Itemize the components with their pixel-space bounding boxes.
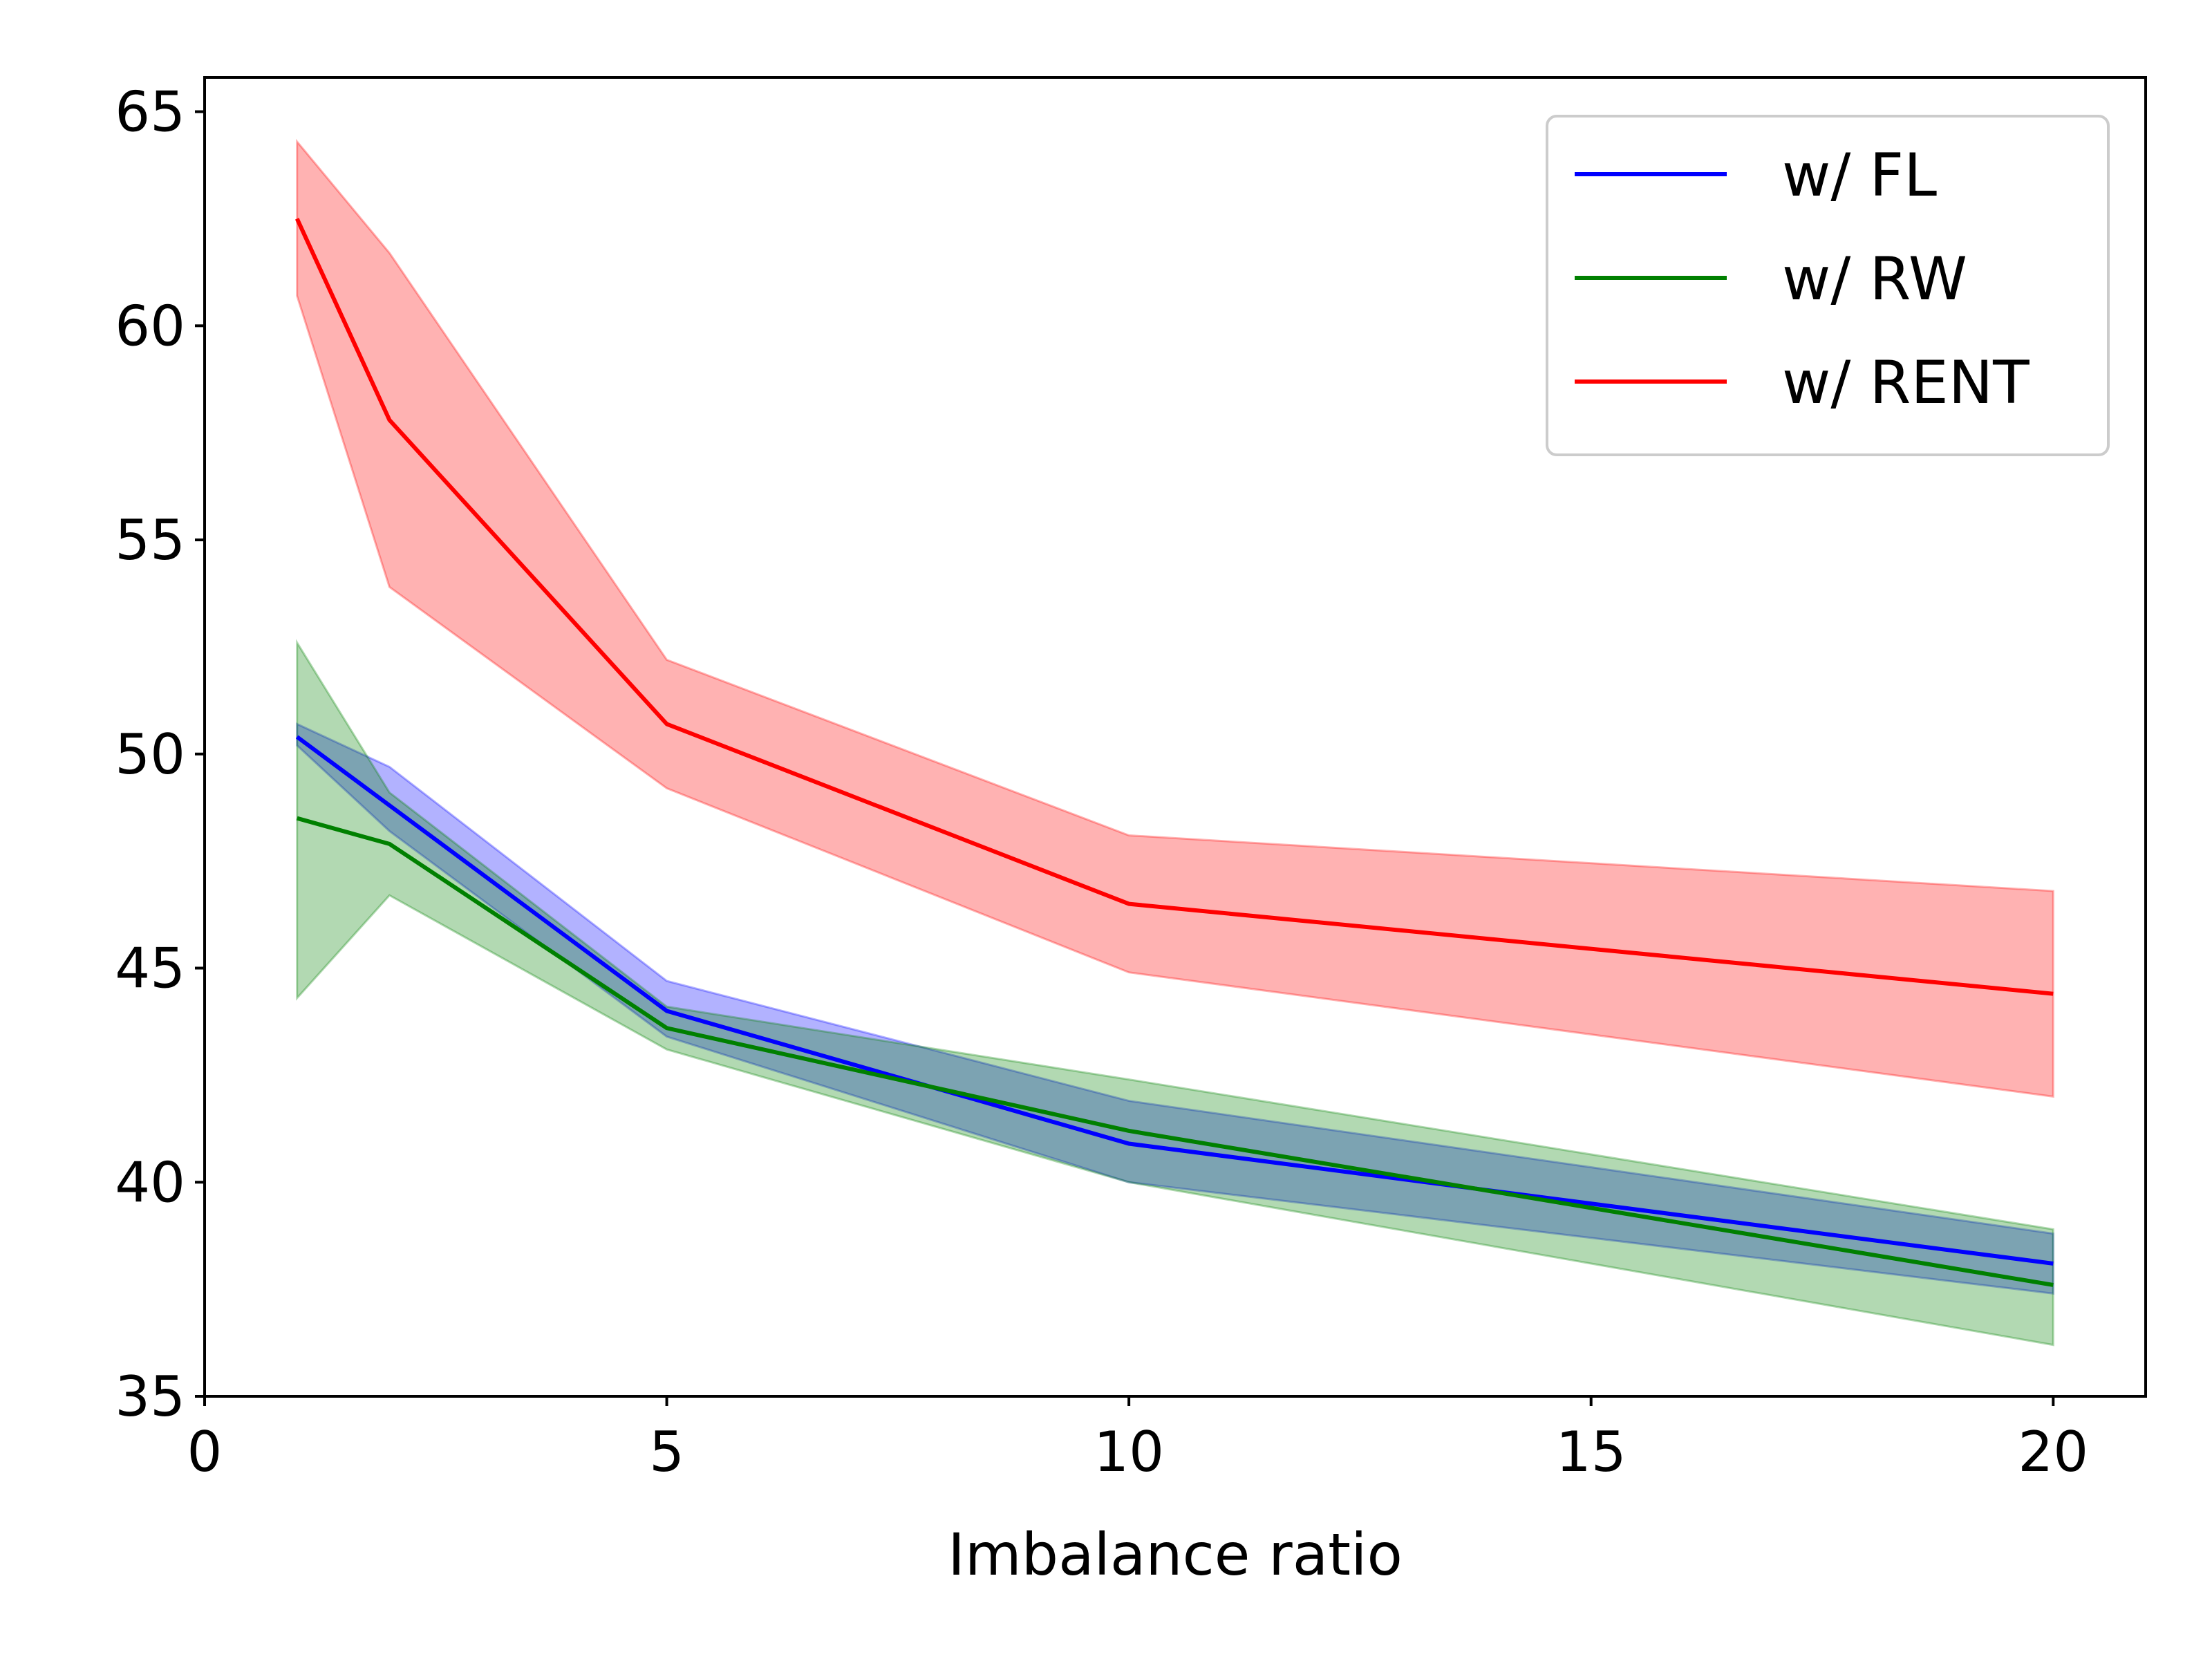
x-tick-label: 0	[187, 1420, 223, 1484]
y-axis-ticks: 35 40 45 50 55 60 65	[115, 80, 205, 1429]
x-axis-label: Imbalance ratio	[948, 1521, 1403, 1588]
plot-frame	[203, 76, 2147, 1398]
band-w-rw	[296, 639, 2054, 1347]
legend: w/ FL w/ RW w/ RENT	[1546, 115, 2110, 456]
x-tick-label: 20	[2018, 1420, 2088, 1484]
band-w-fl	[296, 722, 2054, 1295]
band-w-rent	[296, 138, 2054, 1098]
y-tick-label: 40	[115, 1150, 185, 1215]
y-tick-label: 65	[115, 80, 185, 144]
legend-label: w/ RENT	[1782, 348, 2030, 418]
series-lines	[294, 218, 2054, 1287]
x-tick-label: 10	[1094, 1420, 1164, 1484]
y-tick-label: 50	[115, 722, 185, 787]
legend-box	[1546, 115, 2110, 456]
y-tick-label: 35	[115, 1365, 185, 1429]
legend-label: w/ RW	[1782, 245, 1967, 314]
y-tick-label: 55	[115, 508, 185, 572]
series-line-w-rent	[294, 218, 2054, 996]
y-tick-label: 60	[115, 294, 185, 358]
confidence-bands	[296, 138, 2054, 1347]
legend-label: w/ FL	[1782, 141, 1937, 210]
x-axis-ticks: 0 5 10 15 20	[187, 1396, 2088, 1484]
y-tick-label: 45	[115, 937, 185, 1001]
series-line-w-rw	[296, 816, 2054, 1287]
x-tick-label: 5	[649, 1420, 684, 1484]
x-tick-label: 15	[1556, 1420, 1627, 1484]
